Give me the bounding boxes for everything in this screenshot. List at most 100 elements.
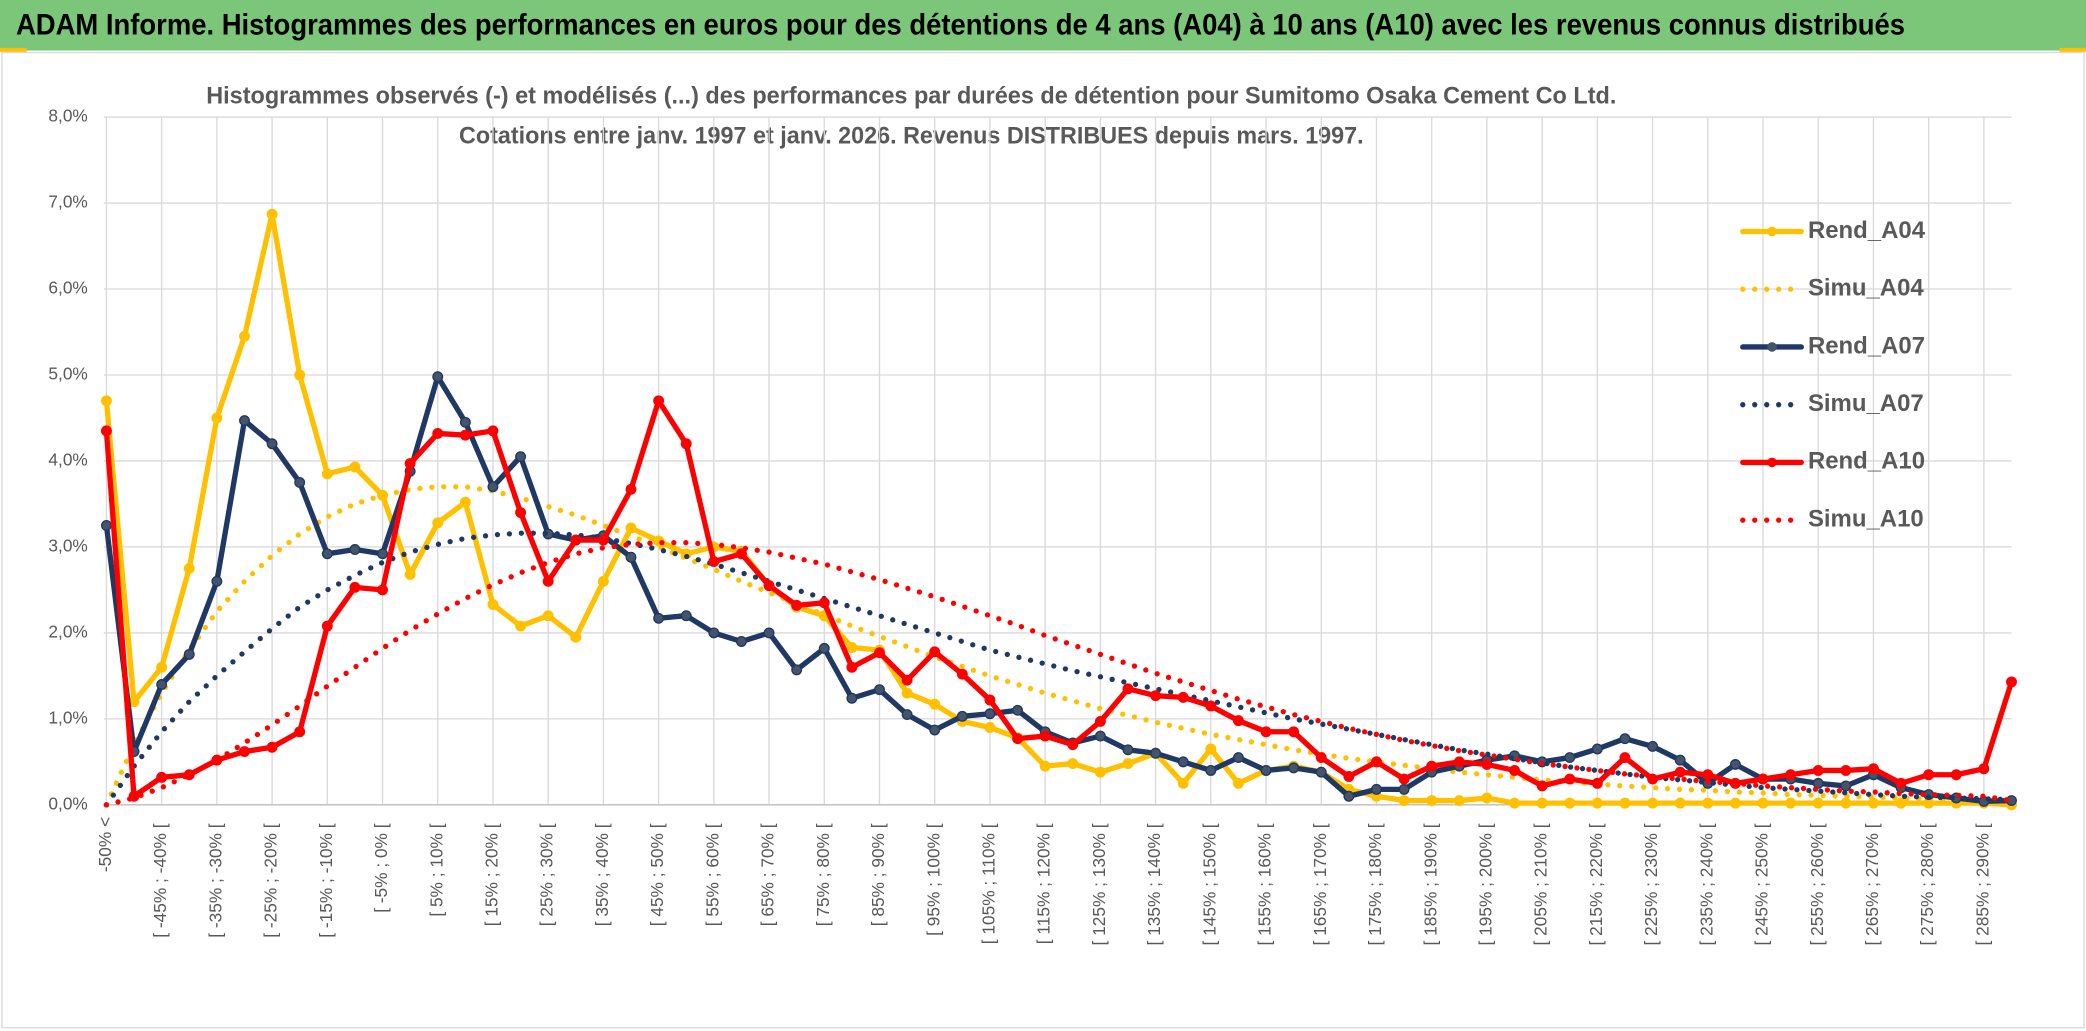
point-marker — [1343, 771, 1355, 782]
point-marker — [1122, 758, 1134, 770]
point-marker — [956, 710, 968, 722]
point-marker — [1729, 797, 1741, 809]
point-marker — [653, 612, 665, 624]
x-tick-label: [ 145% ; 150% [ — [1199, 823, 1219, 945]
chart-frame — [1, 51, 2085, 1029]
x-tick-label: [ -35% ; -30% [ — [205, 823, 225, 937]
point-marker — [763, 580, 775, 592]
point-marker — [1232, 777, 1244, 789]
point-marker — [735, 636, 747, 647]
point-marker — [1315, 752, 1327, 764]
point-marker — [625, 522, 637, 534]
point-marker — [1785, 769, 1797, 781]
x-tick-label: [ 85% ; 90% [ — [868, 823, 888, 926]
point-marker — [929, 646, 941, 658]
point-marker — [349, 544, 361, 555]
chart-title: Histogrammes observés (-) et modélisés (… — [206, 82, 1616, 109]
point-marker — [1205, 700, 1217, 712]
x-tick-label: [ 235% ; 240% [ — [1696, 823, 1716, 945]
point-marker — [183, 648, 195, 660]
point-marker — [1371, 756, 1382, 768]
point-marker — [404, 458, 416, 469]
point-marker — [459, 429, 471, 441]
point-marker — [791, 664, 803, 676]
point-marker — [1398, 795, 1410, 807]
y-tick-label: 2,0% — [48, 621, 87, 641]
point-marker — [1702, 797, 1714, 809]
point-marker — [1591, 797, 1603, 809]
x-tick-label: [ 245% ; 250% [ — [1752, 823, 1772, 945]
point-marker — [1674, 797, 1686, 809]
x-tick-label: [ 75% ; 80% [ — [813, 823, 833, 926]
x-tick-label: [ -5% ; 0% [ — [371, 823, 391, 913]
plot — [100, 208, 2017, 811]
x-tick-label: [ 175% ; 180% [ — [1365, 823, 1385, 945]
point-marker — [1150, 747, 1162, 759]
x-tick-label: [ 205% ; 210% [ — [1531, 823, 1551, 945]
point-marker — [487, 481, 499, 493]
legend-marker — [1767, 226, 1777, 237]
point-marker — [1288, 726, 1300, 738]
point-marker — [2006, 676, 2017, 688]
x-tick-label: [ 265% ; 270% [ — [1862, 823, 1882, 945]
point-marker — [266, 208, 278, 220]
point-marker — [1895, 797, 1907, 809]
point-marker — [1536, 797, 1548, 809]
point-marker — [321, 548, 333, 560]
point-marker — [763, 627, 775, 639]
point-marker — [1812, 777, 1824, 789]
point-marker — [818, 597, 830, 609]
point-marker — [1619, 733, 1631, 745]
y-tick-label: 6,0% — [48, 278, 87, 298]
point-marker — [1453, 756, 1465, 768]
y-tick-label: 8,0% — [48, 106, 87, 126]
point-marker — [1453, 795, 1465, 807]
point-marker — [1757, 797, 1769, 809]
point-marker — [1481, 792, 1493, 804]
x-tick-label: [ 35% ; 40% [ — [592, 823, 612, 926]
x-tick-label: [ 165% ; 170% [ — [1310, 823, 1330, 945]
point-marker — [984, 694, 996, 706]
point-marker — [1067, 739, 1079, 751]
point-marker — [239, 330, 250, 342]
legend-marker — [1767, 342, 1777, 352]
corner-accent — [0, 47, 27, 52]
point-marker — [183, 562, 195, 574]
legend-label: Rend_A07 — [1808, 332, 1925, 359]
point-marker — [1840, 780, 1852, 792]
legend-label: Rend_A10 — [1808, 448, 1925, 475]
x-tick-label: [ 225% ; 230% [ — [1641, 823, 1661, 945]
point-marker — [1122, 744, 1134, 756]
point-marker — [459, 416, 471, 428]
point-marker — [239, 415, 250, 427]
legend-marker — [1767, 457, 1777, 468]
point-marker — [1840, 765, 1852, 776]
point-marker — [156, 661, 168, 673]
point-marker — [1950, 769, 1962, 781]
point-marker — [901, 709, 913, 721]
point-marker — [1205, 743, 1217, 755]
point-marker — [1067, 758, 1079, 770]
point-marker — [735, 548, 747, 560]
point-marker — [266, 741, 278, 753]
x-tick-label: [ 135% ; 140% [ — [1144, 823, 1164, 945]
point-marker — [1481, 758, 1493, 770]
point-marker — [1757, 773, 1769, 785]
point-marker — [321, 468, 333, 480]
point-marker — [1039, 730, 1051, 742]
point-marker — [1012, 704, 1024, 716]
point-marker — [597, 575, 609, 587]
y-tick-label: 0,0% — [48, 793, 87, 813]
point-marker — [1923, 769, 1935, 781]
point-marker — [874, 684, 885, 696]
x-tick-label: [ 15% ; 20% [ — [482, 823, 502, 926]
point-marker — [349, 581, 361, 593]
point-marker — [846, 642, 858, 653]
point-marker — [984, 722, 996, 733]
legend: Rend_A04 Simu_A04 Rend_A07 Simu_A07 Rend_A10… — [1740, 217, 1926, 532]
point-marker — [432, 371, 444, 383]
point-marker — [515, 507, 527, 518]
